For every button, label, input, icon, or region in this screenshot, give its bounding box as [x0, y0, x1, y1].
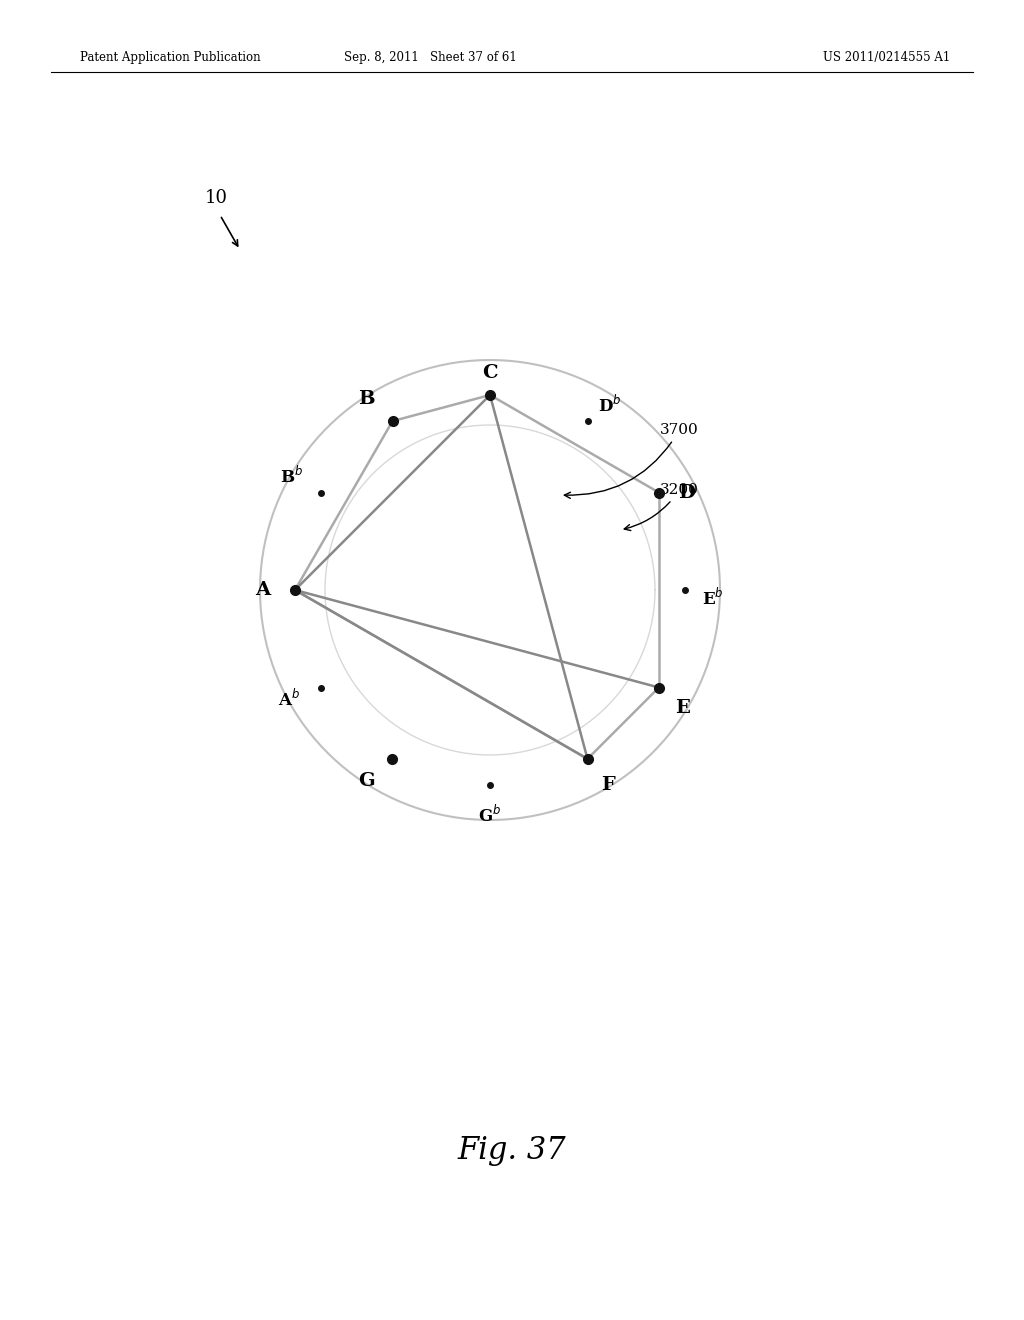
Text: A$^b$: A$^b$: [279, 689, 300, 710]
Text: US 2011/0214555 A1: US 2011/0214555 A1: [822, 51, 950, 65]
Text: Fig. 37: Fig. 37: [458, 1134, 566, 1166]
Text: 10: 10: [205, 189, 228, 207]
Text: E$^b$: E$^b$: [702, 587, 724, 609]
Text: B: B: [358, 391, 375, 408]
Text: G$^b$: G$^b$: [478, 804, 502, 825]
Text: G: G: [358, 772, 375, 789]
Text: Patent Application Publication: Patent Application Publication: [80, 51, 261, 65]
Text: B$^b$: B$^b$: [280, 466, 303, 487]
Text: D$^b$: D$^b$: [598, 395, 622, 416]
Text: 3200: 3200: [625, 483, 698, 531]
Text: A: A: [255, 581, 270, 599]
Text: E: E: [676, 698, 690, 717]
Text: C: C: [482, 364, 498, 381]
Text: F: F: [601, 776, 614, 793]
Text: D: D: [678, 483, 695, 502]
Text: 3700: 3700: [564, 422, 698, 499]
Text: Sep. 8, 2011   Sheet 37 of 61: Sep. 8, 2011 Sheet 37 of 61: [344, 51, 516, 65]
